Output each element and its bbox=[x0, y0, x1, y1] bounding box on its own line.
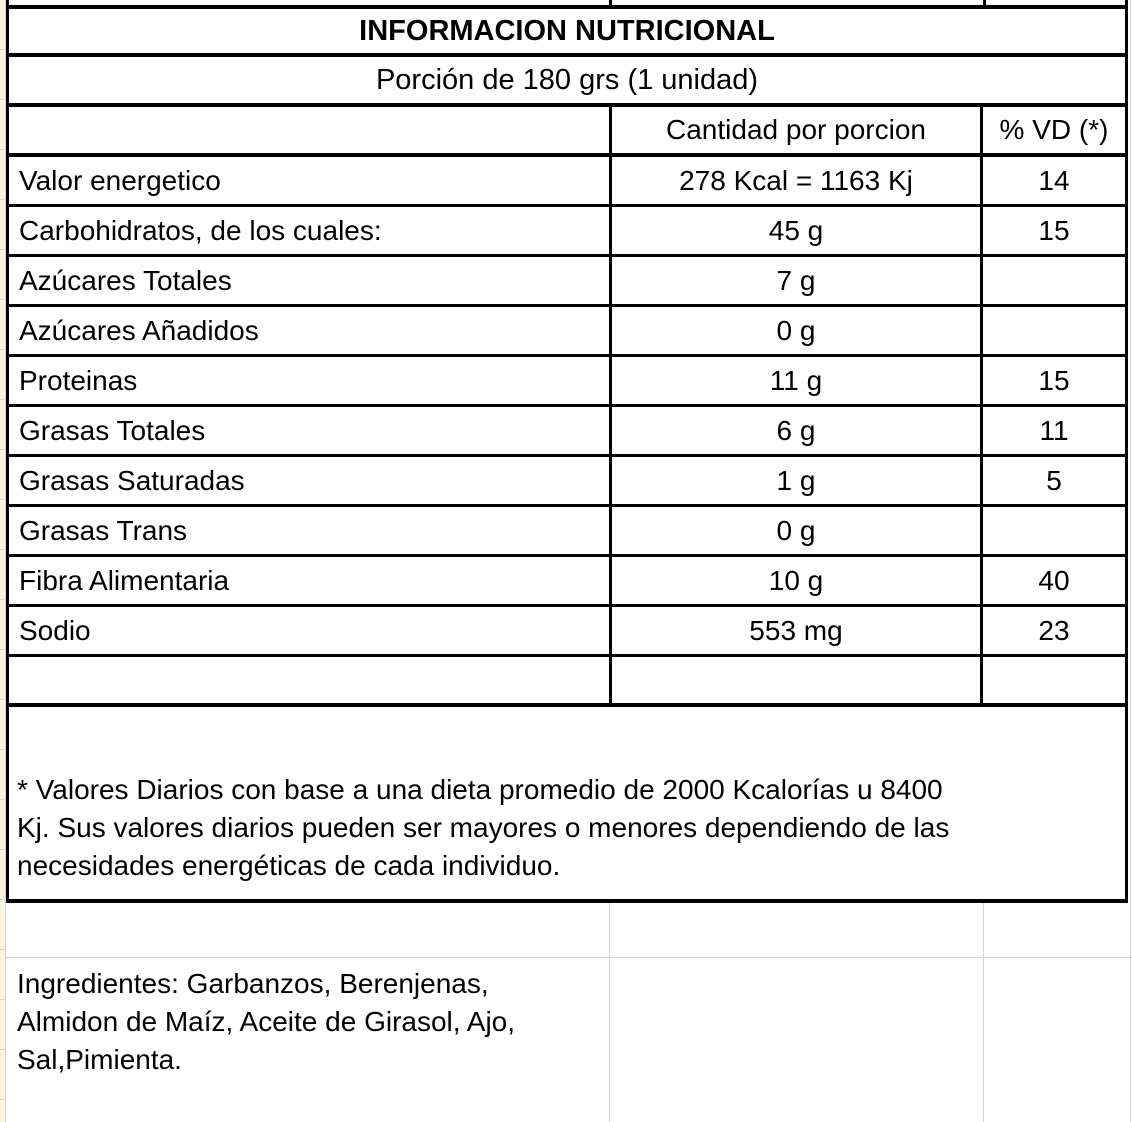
table-title: INFORMACION NUTRICIONAL bbox=[359, 14, 775, 47]
daily-values-footnote-cell[interactable]: * Valores Diarios con base a una dieta p… bbox=[9, 707, 1125, 903]
portion-text: Porción de 180 grs (1 unidad) bbox=[375, 63, 759, 96]
nutrient-label-cell[interactable]: Sodio bbox=[9, 607, 609, 654]
nutrient-label-cell[interactable]: Azúcares Añadidos bbox=[9, 307, 609, 354]
nutrient-amount-cell[interactable]: 7 g bbox=[609, 257, 983, 304]
nutrient-amount: 10 g bbox=[768, 564, 824, 596]
nutrient-vd-cell[interactable]: 15 bbox=[983, 207, 1125, 254]
nutrient-label: Grasas Totales bbox=[19, 414, 206, 446]
nutrient-vd: 15 bbox=[1038, 364, 1070, 396]
table-row: Valor energetico 278 Kcal = 1163 Kj 14 bbox=[9, 157, 1125, 207]
nutrient-vd-cell[interactable]: 40 bbox=[983, 557, 1125, 604]
nutrient-label-cell[interactable] bbox=[9, 657, 609, 703]
nutrient-vd-cell[interactable]: 11 bbox=[983, 407, 1125, 454]
nutrient-label-cell[interactable]: Azúcares Totales bbox=[9, 257, 609, 304]
nutrient-amount: 553 mg bbox=[749, 614, 843, 646]
table-row: Proteinas 11 g 15 bbox=[9, 357, 1125, 407]
nutrient-vd: 40 bbox=[1038, 564, 1070, 596]
table-row: Sodio 553 mg 23 bbox=[9, 607, 1125, 657]
nutrient-amount: 6 g bbox=[776, 414, 816, 446]
nutrient-label-cell[interactable]: Grasas Totales bbox=[9, 407, 609, 454]
ingredients-cell[interactable]: Ingredientes: Garbanzos, Berenjenas, Alm… bbox=[9, 957, 607, 1079]
nutrient-label: Grasas Trans bbox=[19, 514, 188, 546]
nutrient-label: Fibra Alimentaria bbox=[19, 564, 230, 596]
nutrient-vd: 15 bbox=[1038, 214, 1070, 246]
header-amount-label: Cantidad por porcion bbox=[666, 114, 926, 145]
nutrient-label-cell[interactable]: Grasas Saturadas bbox=[9, 457, 609, 504]
nutrient-amount-cell[interactable]: 10 g bbox=[609, 557, 983, 604]
nutrient-amount-cell[interactable]: 0 g bbox=[609, 507, 983, 554]
nutrient-amount: 0 g bbox=[776, 514, 816, 546]
table-row: Grasas Saturadas 1 g 5 bbox=[9, 457, 1125, 507]
nutrient-amount-cell[interactable]: 6 g bbox=[609, 407, 983, 454]
nutrient-label-cell[interactable]: Valor energetico bbox=[9, 157, 609, 204]
nutrition-table: INFORMACION NUTRICIONAL Porción de 180 g… bbox=[6, 5, 1128, 903]
table-row-empty bbox=[9, 657, 1125, 707]
nutrient-label: Valor energetico bbox=[19, 164, 221, 196]
footnote-line: necesidades energéticas de cada individu… bbox=[17, 850, 561, 881]
nutrient-label: Azúcares Añadidos bbox=[19, 314, 259, 346]
table-row: Fibra Alimentaria 10 g 40 bbox=[9, 557, 1125, 607]
nutrient-amount: 0 g bbox=[776, 314, 816, 346]
table-border-stub bbox=[1125, 0, 1128, 6]
table-row: Grasas Totales 6 g 11 bbox=[9, 407, 1125, 457]
nutrient-vd: 14 bbox=[1038, 164, 1070, 196]
nutrient-vd: 11 bbox=[1039, 414, 1069, 446]
table-row: Azúcares Totales 7 g bbox=[9, 257, 1125, 307]
nutrient-label: Grasas Saturadas bbox=[19, 464, 245, 496]
sheet-margin-column bbox=[0, 0, 6, 1122]
nutrient-vd: 5 bbox=[1046, 464, 1062, 496]
footnote-line: Kj. Sus valores diarios pueden ser mayor… bbox=[17, 812, 950, 843]
nutrient-label: Carbohidratos, de los cuales: bbox=[19, 214, 382, 246]
nutrient-amount-cell[interactable]: 11 g bbox=[609, 357, 983, 404]
nutrient-amount-cell[interactable]: 278 Kcal = 1163 Kj bbox=[609, 157, 983, 204]
nutrient-amount-cell[interactable]: 0 g bbox=[609, 307, 983, 354]
header-daily-value-cell[interactable]: % VD (*) bbox=[983, 107, 1125, 153]
table-row: Azúcares Añadidos 0 g bbox=[9, 307, 1125, 357]
nutrient-label-cell[interactable]: Grasas Trans bbox=[9, 507, 609, 554]
nutrient-vd-cell[interactable] bbox=[983, 507, 1125, 554]
nutrient-amount-cell[interactable] bbox=[609, 657, 983, 703]
header-daily-value-label: % VD (*) bbox=[999, 114, 1109, 145]
ingredients-line: Almidon de Maíz, Aceite de Girasol, Ajo, bbox=[17, 1006, 516, 1037]
nutrient-amount: 45 g bbox=[768, 214, 824, 246]
portion-cell[interactable]: Porción de 180 grs (1 unidad) bbox=[9, 57, 1125, 107]
nutrient-vd-cell[interactable]: 14 bbox=[983, 157, 1125, 204]
nutrient-label: Proteinas bbox=[19, 364, 138, 396]
nutrient-vd-cell[interactable] bbox=[983, 257, 1125, 304]
nutrient-label: Azúcares Totales bbox=[19, 264, 232, 296]
nutrient-amount: 11 g bbox=[769, 364, 823, 396]
table-border-stub bbox=[609, 0, 612, 6]
table-border-stub bbox=[983, 0, 986, 6]
table-row: Grasas Trans 0 g bbox=[9, 507, 1125, 557]
ingredients-line: Ingredientes: Garbanzos, Berenjenas, bbox=[17, 968, 489, 999]
nutrient-vd: 23 bbox=[1038, 614, 1070, 646]
nutrient-amount: 7 g bbox=[776, 264, 816, 296]
nutrient-vd-cell[interactable]: 5 bbox=[983, 457, 1125, 504]
footnote-line: * Valores Diarios con base a una dieta p… bbox=[17, 774, 943, 805]
table-row: Carbohidratos, de los cuales: 45 g 15 bbox=[9, 207, 1125, 257]
nutrient-vd-cell[interactable]: 15 bbox=[983, 357, 1125, 404]
nutrient-amount-cell[interactable]: 1 g bbox=[609, 457, 983, 504]
header-blank-cell[interactable] bbox=[9, 107, 609, 153]
nutrient-label-cell[interactable]: Carbohidratos, de los cuales: bbox=[9, 207, 609, 254]
sheet-gridline-horizontal bbox=[0, 957, 1132, 958]
table-border-stub bbox=[6, 0, 9, 6]
nutrient-vd-cell[interactable] bbox=[983, 657, 1125, 703]
nutrient-vd-cell[interactable] bbox=[983, 307, 1125, 354]
nutrient-vd-cell[interactable]: 23 bbox=[983, 607, 1125, 654]
nutrient-amount: 1 g bbox=[776, 464, 816, 496]
nutrient-amount-cell[interactable]: 553 mg bbox=[609, 607, 983, 654]
column-header-row: Cantidad por porcion % VD (*) bbox=[9, 107, 1125, 157]
ingredients-line: Sal,Pimienta. bbox=[17, 1044, 182, 1075]
nutrient-label-cell[interactable]: Fibra Alimentaria bbox=[9, 557, 609, 604]
header-amount-cell[interactable]: Cantidad por porcion bbox=[609, 107, 983, 153]
nutrient-label: Sodio bbox=[19, 614, 91, 646]
nutrient-amount-cell[interactable]: 45 g bbox=[609, 207, 983, 254]
nutrient-label-cell[interactable]: Proteinas bbox=[9, 357, 609, 404]
table-title-cell[interactable]: INFORMACION NUTRICIONAL bbox=[9, 9, 1125, 57]
sheet-gridline-vertical bbox=[1130, 0, 1131, 1122]
nutrient-amount: 278 Kcal = 1163 Kj bbox=[679, 164, 913, 196]
